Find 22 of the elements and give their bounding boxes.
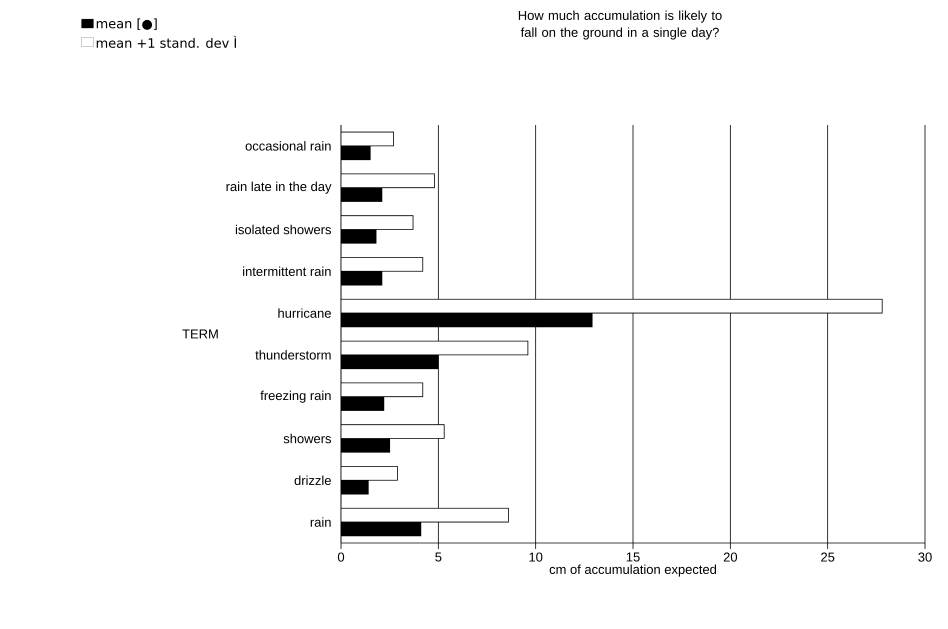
- legend-label: mean [●]: [96, 18, 157, 30]
- legend-label: mean +1 stand. dev Ì: [96, 36, 236, 48]
- y-tick-label: thunderstorm: [255, 350, 331, 360]
- y-tick-label: intermittent rain: [243, 266, 331, 276]
- x-tick-label: 20: [724, 552, 738, 562]
- chart-title: How much accumulation is likely to fall on the ground in a single day?: [518, 10, 722, 40]
- y-tick-label: isolated showers: [236, 224, 331, 234]
- x-tick-label: 5: [435, 552, 442, 562]
- y-tick-label: rain: [310, 517, 331, 527]
- x-axis-title: cm of accumulation expected: [550, 564, 716, 577]
- y-tick-label: rain late in the day: [226, 182, 332, 194]
- x-tick-label: 10: [529, 552, 542, 562]
- y-tick-label: occasional rain: [246, 141, 331, 151]
- y-tick-label: drizzle: [294, 476, 331, 486]
- y-tick-label: showers: [284, 434, 332, 444]
- y-tick-label: freezing rain: [260, 390, 331, 403]
- x-tick-label: 0: [338, 552, 344, 562]
- y-axis-title: TERM: [182, 330, 218, 338]
- x-tick-label: 25: [821, 552, 834, 562]
- x-tick-label: 15: [626, 552, 640, 562]
- y-tick-label: hurricane: [278, 308, 331, 318]
- x-tick-label: 30: [918, 552, 932, 562]
